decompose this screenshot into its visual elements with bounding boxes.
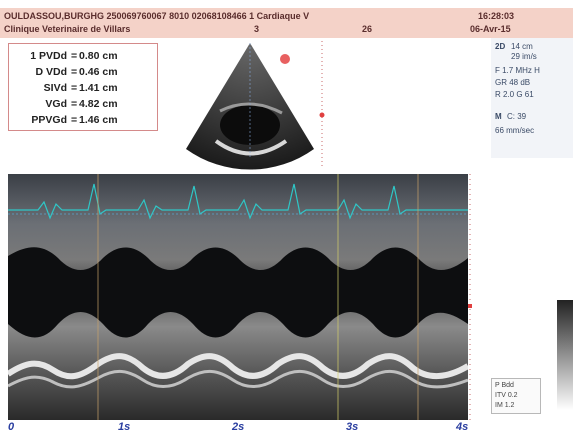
gain: GR 48 dB	[495, 78, 531, 87]
header-patient-line: OULDASSOU,BURGHG 250069760067 8010 02068…	[4, 11, 310, 21]
mode-label: 2D	[495, 42, 506, 51]
measurement-row: VGd = 4.82 cm	[9, 98, 157, 112]
measurement-label: SIVd	[43, 82, 67, 94]
time-tick: 1s	[118, 421, 131, 433]
measurement-row: PPVGd = 1.46 cm	[9, 114, 157, 128]
frequency: F 1.7 MHz H	[495, 66, 540, 75]
measurement-label: D VDd	[35, 66, 68, 78]
frame-rate: 29 im/s	[511, 52, 537, 61]
measurement-value: 0.80 cm	[79, 50, 118, 62]
depth-ruler	[468, 174, 472, 420]
mmode-label: M	[495, 112, 502, 121]
settings-panel: 2D 14 cm 29 im/s F 1.7 MHz H GR 48 dB R …	[491, 38, 573, 158]
measurement-label: 1 PVDd	[30, 50, 67, 62]
m-mode-trace	[8, 174, 468, 420]
measurements-panel: 1 PVDd = 0.80 cm D VDd = 0.46 cm SIVd = 1.4…	[8, 43, 158, 131]
depth-marker-scale	[319, 41, 325, 169]
measurement-value: 4.82 cm	[79, 98, 118, 110]
output-line-2: ITV 0.2	[495, 392, 518, 399]
output-line-1: P Bdd	[495, 382, 514, 389]
r-setting: R 2.0 G 61	[495, 90, 534, 99]
time-tick: 4s	[456, 421, 469, 433]
header-time: 16:28:03	[478, 11, 515, 21]
output-line-3: IM 1.2	[495, 402, 515, 409]
sweep-speed: 66 mm/sec	[495, 126, 535, 135]
depth-value: 14 cm	[511, 42, 533, 51]
header-date: 06-Avr-15	[470, 24, 511, 34]
measurement-label: PPVGd	[31, 114, 67, 126]
header-field-b: 26	[362, 24, 373, 34]
measurement-value: 0.46 cm	[79, 66, 118, 78]
measurement-row: SIVd = 1.41 cm	[9, 82, 157, 96]
patient-header: OULDASSOU,BURGHG 250069760067 8010 02068…	[0, 8, 573, 38]
2d-sector-image	[186, 43, 314, 170]
output-index-box: P Bdd ITV 0.2 IM 1.2	[491, 378, 541, 414]
time-tick: 3s	[346, 421, 359, 433]
header-field-a: 3	[254, 24, 260, 34]
measurement-value: 1.46 cm	[79, 114, 118, 126]
measurement-value: 1.41 cm	[79, 82, 118, 94]
measurement-row: D VDd = 0.46 cm	[9, 66, 157, 80]
measurement-row: 1 PVDd = 0.80 cm	[9, 50, 157, 64]
time-tick: 0	[8, 421, 15, 433]
time-tick: 2s	[232, 421, 245, 433]
mmode-c: C: 39	[507, 112, 527, 121]
header-clinic: Clinique Veterinaire de Villars	[4, 24, 131, 34]
measurement-label: VGd	[45, 98, 67, 110]
cursor-marker	[280, 54, 290, 64]
grayscale-bar	[557, 300, 573, 410]
